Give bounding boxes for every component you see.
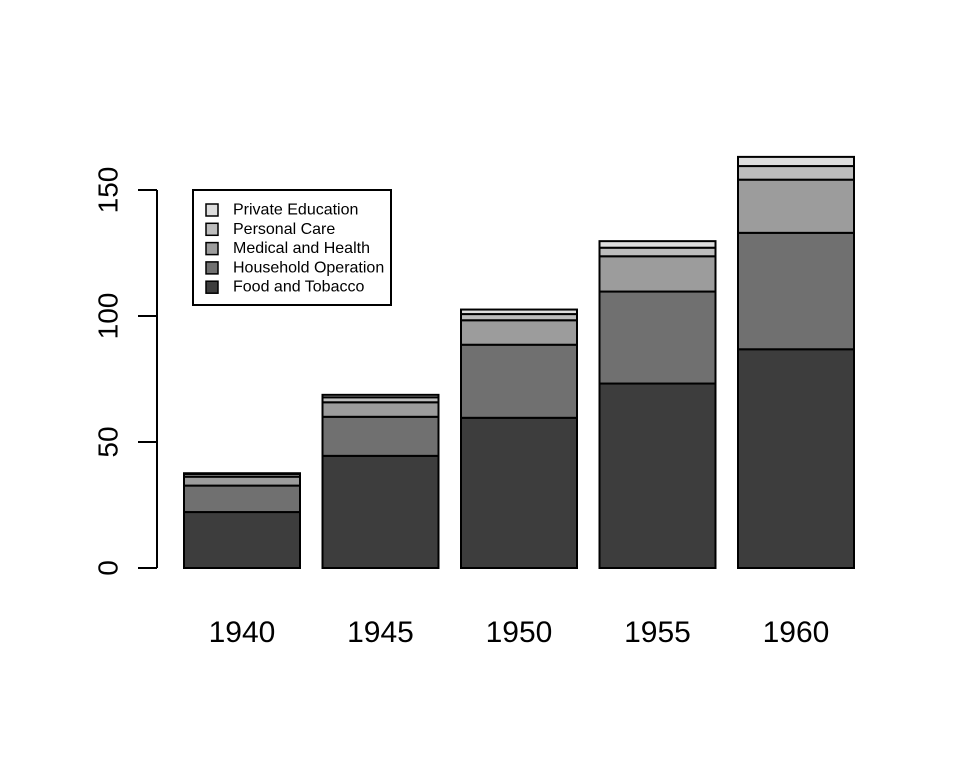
y-tick-label: 100 [93, 293, 124, 340]
x-axis-labels: 1940 1945 1950 1955 1960 [209, 616, 830, 649]
legend-box [192, 189, 392, 306]
y-axis: 0 50 100 150 [93, 167, 158, 576]
bar-segment-1940-private-education [183, 472, 301, 476]
bar-segment-1945-food-and-tobacco [321, 454, 440, 569]
x-category-label: 1940 [209, 616, 276, 649]
bar-segment-1940-household-operation [183, 484, 301, 514]
legend-label: Personal Care [233, 221, 335, 238]
bar-segment-1950-private-education [460, 308, 578, 316]
legend-label: Household Operation [233, 259, 384, 276]
bar-segment-1960-private-education [737, 155, 855, 168]
bar-segment-1960-household-operation [737, 231, 855, 351]
y-tick-label: 50 [93, 426, 124, 457]
bar-segment-1955-medical-and-health [598, 255, 717, 293]
legend-swatch [205, 203, 219, 217]
legend-swatch [205, 280, 219, 294]
x-category-label: 1950 [486, 616, 553, 649]
bar-segment-1955-personal-care [598, 246, 717, 258]
bar-segment-1955-household-operation [598, 290, 717, 385]
x-category-label: 1945 [347, 616, 414, 649]
bar-segment-1945-medical-and-health [321, 401, 440, 418]
legend-swatch [205, 241, 219, 256]
legend-label: Food and Tobacco [233, 279, 364, 296]
bar-segment-1945-private-education [321, 393, 440, 399]
bar-segment-1955-food-and-tobacco [598, 382, 717, 570]
legend-label: Medical and Health [233, 240, 370, 257]
legend: Private Education Personal Care Medical an… [192, 189, 392, 306]
legend-label: Private Education [233, 202, 358, 219]
bar-segment-1960-personal-care [737, 165, 855, 181]
bar-segment-1960-food-and-tobacco [737, 348, 855, 569]
bar-segment-1950-household-operation [460, 343, 578, 419]
x-category-label: 1955 [624, 616, 691, 649]
legend-swatch [205, 222, 219, 237]
bar-segment-1950-food-and-tobacco [460, 416, 578, 570]
y-tick-label: 150 [93, 167, 124, 214]
bars-group [183, 155, 855, 570]
bar-segment-1955-private-education [598, 240, 717, 249]
bar-segment-1960-medical-and-health [737, 178, 855, 234]
bar-segment-1940-food-and-tobacco [183, 511, 301, 570]
legend-swatch [205, 261, 219, 275]
bar-segment-1945-household-operation [321, 415, 440, 457]
y-tick-label: 0 [93, 560, 124, 576]
x-category-label: 1960 [763, 616, 830, 649]
bar-segment-1940-medical-and-health [183, 475, 301, 487]
bar-segment-1950-medical-and-health [460, 319, 578, 346]
